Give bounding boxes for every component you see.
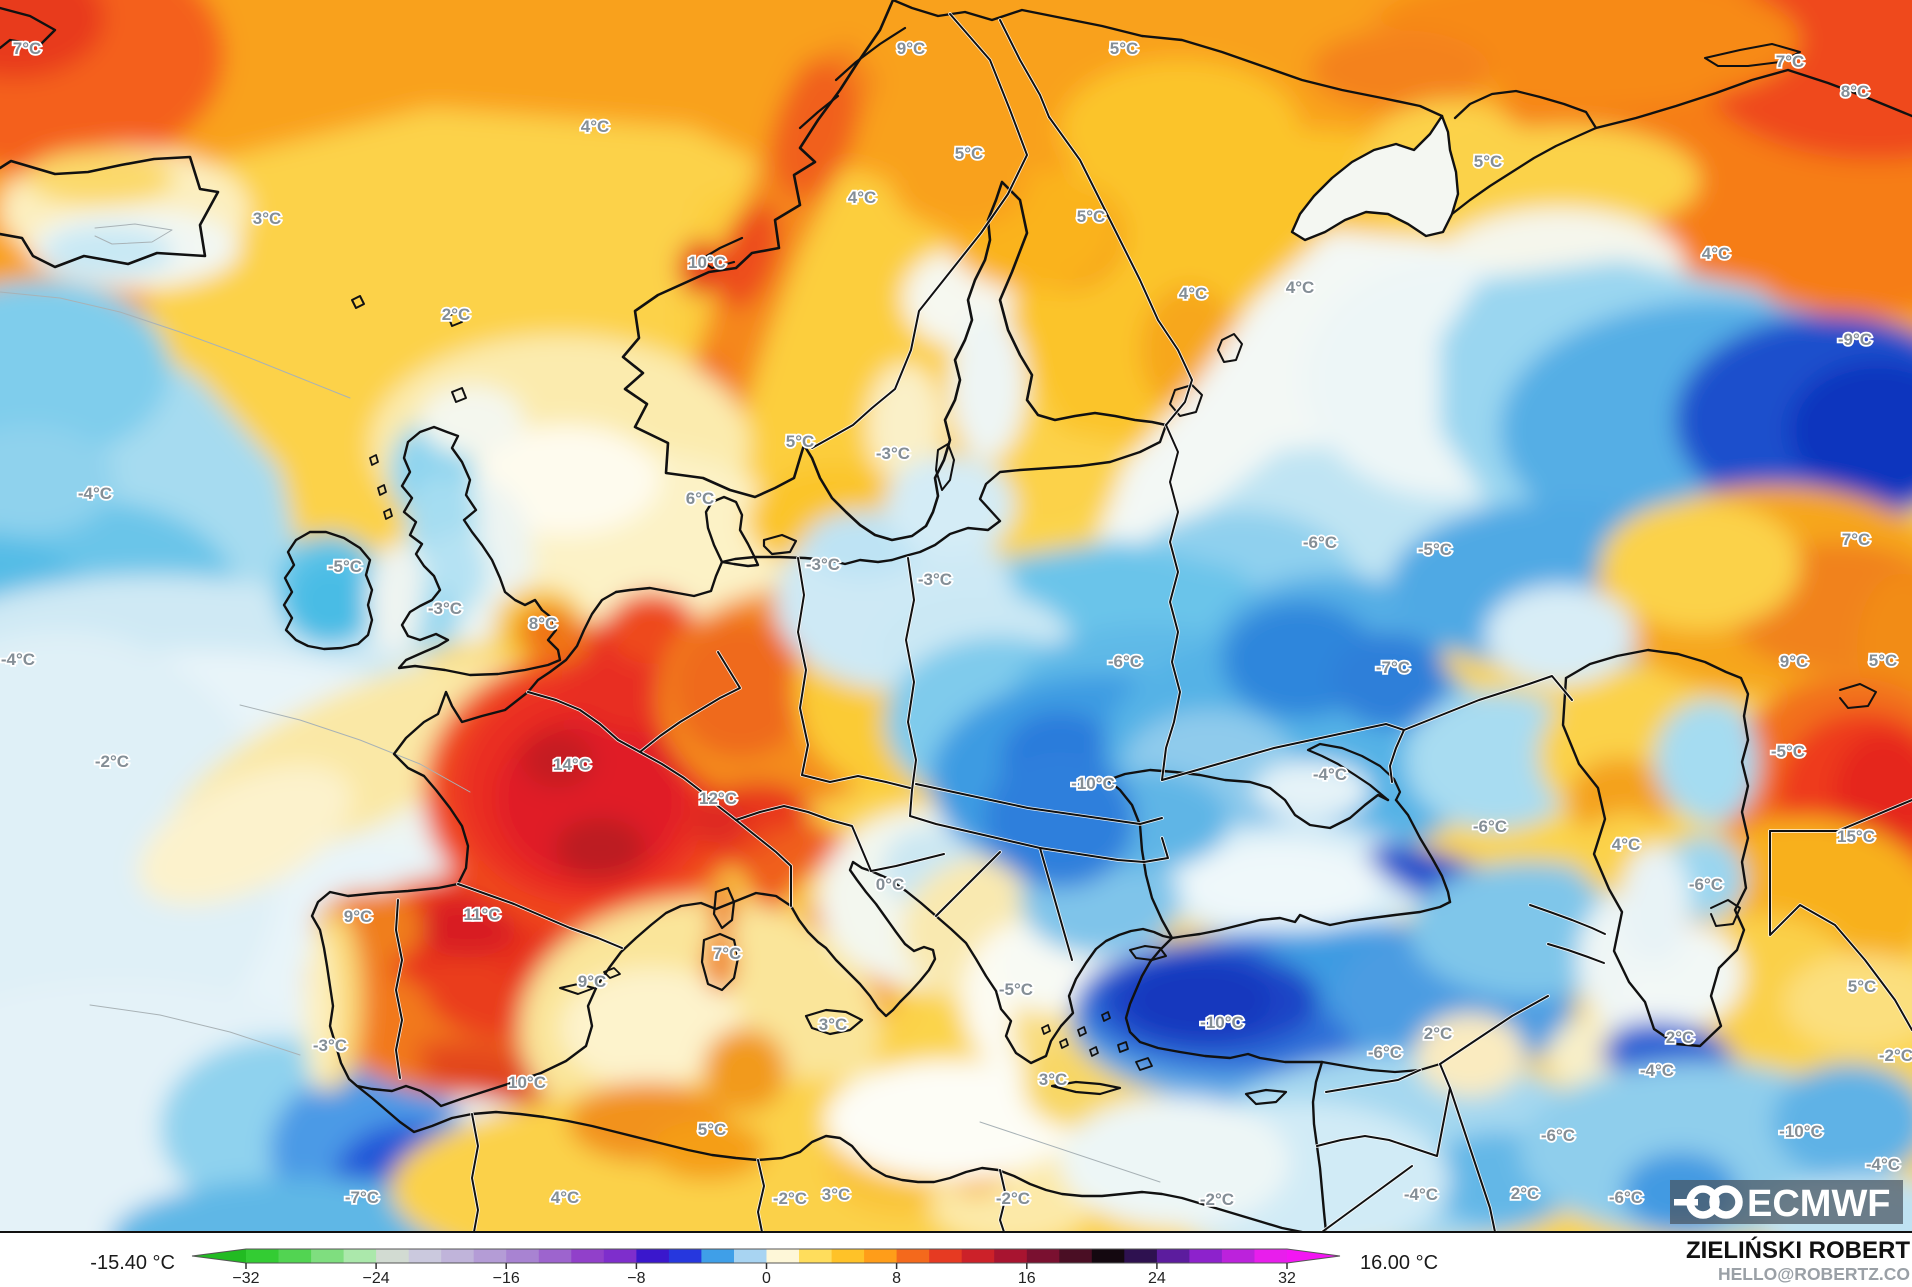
svg-text:-6°C: -6°C bbox=[1541, 1126, 1575, 1145]
svg-text:-4°C: -4°C bbox=[78, 484, 112, 503]
svg-text:5°C: 5°C bbox=[786, 432, 815, 451]
svg-text:4°C: 4°C bbox=[1179, 284, 1208, 303]
svg-text:11°C: 11°C bbox=[463, 905, 500, 924]
svg-text:ZIELIŃSKI ROBERT: ZIELIŃSKI ROBERT bbox=[1686, 1236, 1910, 1264]
svg-text:3°C: 3°C bbox=[253, 209, 282, 228]
svg-text:5°C: 5°C bbox=[1848, 977, 1877, 996]
svg-text:4°C: 4°C bbox=[1612, 835, 1641, 854]
svg-text:-2°C: -2°C bbox=[773, 1189, 807, 1208]
svg-text:-2°C: -2°C bbox=[996, 1189, 1030, 1208]
svg-text:3°C: 3°C bbox=[822, 1185, 851, 1204]
svg-text:3°C: 3°C bbox=[1039, 1070, 1068, 1089]
svg-text:-4°C: -4°C bbox=[1640, 1061, 1674, 1080]
svg-text:-2°C: -2°C bbox=[1200, 1190, 1234, 1209]
svg-text:4°C: 4°C bbox=[581, 117, 610, 136]
svg-text:5°C: 5°C bbox=[1474, 152, 1503, 171]
svg-text:8°C: 8°C bbox=[1841, 82, 1870, 101]
svg-text:32: 32 bbox=[1278, 1270, 1296, 1287]
svg-text:8°C: 8°C bbox=[529, 614, 558, 633]
svg-text:-3°C: -3°C bbox=[876, 444, 910, 463]
svg-text:-6°C: -6°C bbox=[1303, 533, 1337, 552]
svg-text:9°C: 9°C bbox=[1780, 652, 1809, 671]
svg-text:16: 16 bbox=[1018, 1270, 1036, 1287]
svg-text:5°C: 5°C bbox=[955, 144, 984, 163]
svg-text:2°C: 2°C bbox=[1666, 1028, 1695, 1047]
svg-text:0°C: 0°C bbox=[876, 875, 905, 894]
svg-text:8: 8 bbox=[892, 1270, 901, 1287]
svg-text:-6°C: -6°C bbox=[1108, 652, 1142, 671]
svg-text:24: 24 bbox=[1148, 1270, 1166, 1287]
svg-text:-5°C: -5°C bbox=[1771, 742, 1805, 761]
svg-text:-2°C: -2°C bbox=[95, 752, 129, 771]
svg-text:5°C: 5°C bbox=[1110, 39, 1139, 58]
svg-text:-3°C: -3°C bbox=[313, 1036, 347, 1055]
svg-text:-3°C: -3°C bbox=[428, 599, 462, 618]
svg-text:7°C: 7°C bbox=[13, 39, 42, 58]
svg-text:9°C: 9°C bbox=[344, 907, 373, 926]
svg-text:-10°C: -10°C bbox=[1200, 1013, 1244, 1032]
svg-text:-5°C: -5°C bbox=[1418, 540, 1452, 559]
svg-text:10°C: 10°C bbox=[688, 253, 726, 272]
svg-text:2°C: 2°C bbox=[442, 305, 471, 324]
svg-text:-4°C: -4°C bbox=[1866, 1155, 1900, 1174]
svg-text:4°C: 4°C bbox=[1286, 278, 1315, 297]
svg-text:-10°C: -10°C bbox=[1071, 774, 1115, 793]
svg-text:-3°C: -3°C bbox=[806, 555, 840, 574]
svg-text:-6°C: -6°C bbox=[1473, 817, 1507, 836]
svg-text:-6°C: -6°C bbox=[1609, 1188, 1643, 1207]
svg-text:4°C: 4°C bbox=[1702, 244, 1731, 263]
svg-text:-4°C: -4°C bbox=[1313, 765, 1347, 784]
svg-text:9°C: 9°C bbox=[897, 39, 926, 58]
svg-text:5°C: 5°C bbox=[1869, 651, 1898, 670]
svg-text:0: 0 bbox=[762, 1270, 771, 1287]
svg-text:3°C: 3°C bbox=[819, 1015, 848, 1034]
svg-text:2°C: 2°C bbox=[1511, 1184, 1540, 1203]
svg-text:-6°C: -6°C bbox=[1689, 875, 1723, 894]
svg-text:−16: −16 bbox=[493, 1270, 520, 1287]
svg-text:15°C: 15°C bbox=[1837, 827, 1875, 846]
svg-text:-7°C: -7°C bbox=[345, 1188, 379, 1207]
svg-text:−24: −24 bbox=[363, 1270, 390, 1287]
svg-text:14°C: 14°C bbox=[553, 755, 591, 774]
svg-text:5°C: 5°C bbox=[698, 1120, 727, 1139]
svg-text:7°C: 7°C bbox=[1776, 52, 1805, 71]
svg-text:ECMWF: ECMWF bbox=[1747, 1183, 1891, 1225]
svg-text:-5°C: -5°C bbox=[328, 557, 362, 576]
svg-text:HELLO@ROBERTZ.CO: HELLO@ROBERTZ.CO bbox=[1718, 1264, 1910, 1284]
svg-text:-3°C: -3°C bbox=[918, 570, 952, 589]
svg-text:-9°C: -9°C bbox=[1838, 330, 1872, 349]
svg-text:7°C: 7°C bbox=[713, 944, 742, 963]
svg-text:9°C: 9°C bbox=[578, 972, 607, 991]
svg-text:2°C: 2°C bbox=[1424, 1024, 1453, 1043]
svg-text:-15.40 °C: -15.40 °C bbox=[90, 1252, 175, 1274]
svg-text:-2°C: -2°C bbox=[1879, 1046, 1912, 1065]
svg-text:12°C: 12°C bbox=[699, 789, 737, 808]
svg-text:-10°C: -10°C bbox=[1779, 1122, 1823, 1141]
svg-text:-4°C: -4°C bbox=[1, 650, 35, 669]
svg-text:-7°C: -7°C bbox=[1376, 658, 1410, 677]
svg-text:−32: −32 bbox=[232, 1270, 259, 1287]
svg-text:16.00 °C: 16.00 °C bbox=[1360, 1252, 1438, 1274]
svg-text:4°C: 4°C bbox=[551, 1188, 580, 1207]
svg-text:6°C: 6°C bbox=[686, 489, 715, 508]
svg-text:5°C: 5°C bbox=[1077, 207, 1106, 226]
svg-text:-6°C: -6°C bbox=[1368, 1043, 1402, 1062]
svg-text:−8: −8 bbox=[627, 1270, 645, 1287]
svg-text:7°C: 7°C bbox=[1842, 530, 1871, 549]
svg-text:10°C: 10°C bbox=[508, 1073, 546, 1092]
svg-text:-5°C: -5°C bbox=[999, 980, 1033, 999]
svg-text:4°C: 4°C bbox=[848, 188, 877, 207]
svg-text:-4°C: -4°C bbox=[1404, 1185, 1438, 1204]
